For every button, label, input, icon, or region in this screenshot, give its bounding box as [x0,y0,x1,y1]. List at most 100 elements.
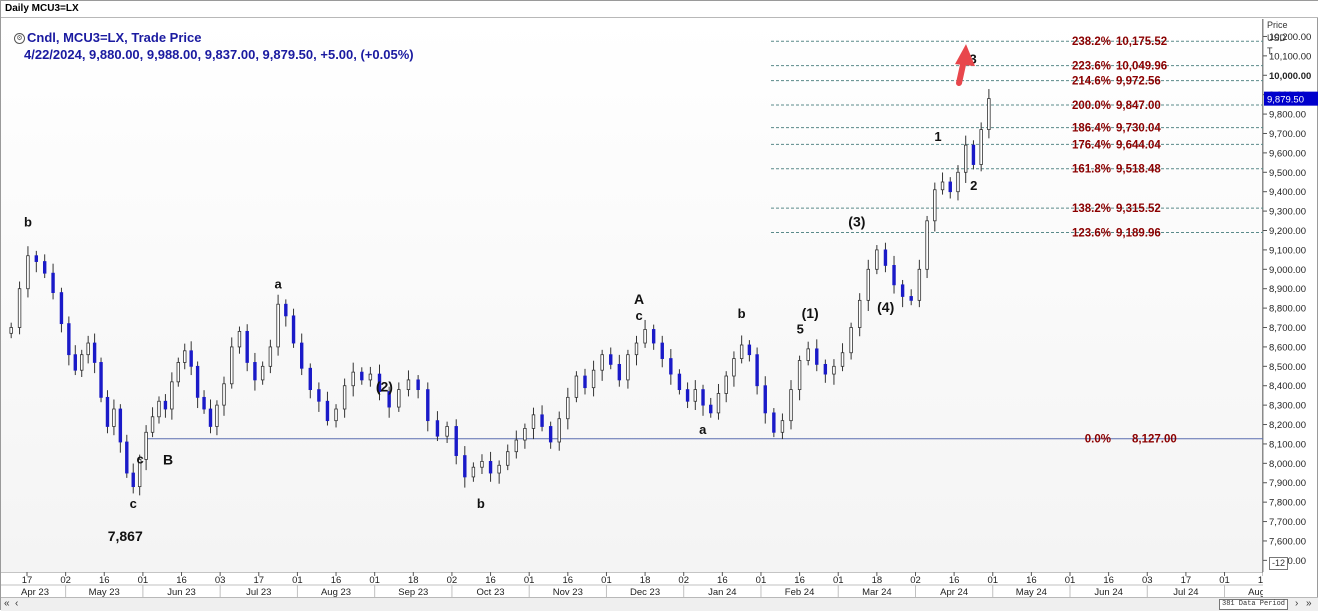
candle-body [964,144,968,173]
x-month-label: Nov 23 [553,587,583,597]
legend-series: Cndl, MCU3=LX, Trade Price [27,30,202,45]
settings-icon[interactable]: ⚙ [14,33,25,44]
x-day-label: 16 [176,575,187,586]
x-day-label: 01 [369,575,380,586]
x-day-label: 18 [408,575,419,586]
wave-label: a [699,422,707,437]
candle-body [634,342,639,356]
candle-body [857,299,862,328]
fib-level-pct: 186.4% [1072,123,1111,135]
zoom-indicator[interactable]: -12 [1269,557,1289,570]
candle-body [416,379,420,391]
candle-body [651,329,656,344]
scroll-back-icon[interactable]: ‹ [15,598,19,609]
x-day-label: 17 [253,575,264,586]
candle-body [591,369,596,389]
fib-level-value: 8,127.00 [1132,434,1177,446]
candle-body [866,268,870,301]
candle-body [118,408,123,443]
legend-ohlc: 4/22/2024, 9,880.00, 9,988.00, 9,837.00,… [24,47,414,62]
x-day-label: 01 [1065,575,1076,586]
x-month-label: Aug 24 [1248,587,1263,597]
candle-body [105,396,110,427]
scroll-last-icon[interactable]: » [1306,598,1312,609]
candle-body [600,354,604,371]
x-month-label: Oct 23 [477,587,505,597]
x-day-label: 01 [138,575,149,586]
candle-body [956,171,960,193]
x-day-label: 01 [833,575,844,586]
candle-body [463,455,467,478]
candle-body [377,373,382,392]
candle-body [772,412,776,433]
y-axis-currency: USD [1267,33,1287,43]
candle-body [170,381,174,410]
scroll-first-icon[interactable]: « [4,598,10,609]
x-month-label: Jun 23 [167,587,196,597]
fib-level-value: 9,847.00 [1116,100,1161,112]
x-month-label: Mar 24 [862,587,892,597]
y-tick-label: 9,800.00 [1269,110,1306,121]
scroll-forward-icon[interactable]: › [1295,598,1299,609]
plot-area[interactable]: 238.2% 10,175.52 223.6% 10,049.96 214.6% 9,97… [1,19,1263,572]
fib-level-pct: 200.0% [1072,100,1111,112]
x-axis[interactable]: 17 02 16 01 16 03 17 01 16 01 18 02 16 01 16 01 18 02 16 01… [1,572,1263,597]
y-tick-label: 8,600.00 [1269,342,1306,353]
wave-label: b [24,215,32,230]
data-period-label: 381 Data Period [1219,599,1289,610]
x-day-label: 16 [1258,575,1263,586]
y-tick-label: 9,200.00 [1269,226,1306,237]
candle-body [557,418,561,443]
candle-body [426,389,430,422]
wave-label: b [738,306,746,321]
x-day-label: 01 [524,575,535,586]
candle-body [202,396,206,410]
candle-body [368,373,373,381]
candle-body [34,255,39,262]
candle-body [716,393,721,414]
y-tick-label: 10,100.00 [1269,51,1311,62]
candle-body [617,363,622,381]
y-tick-label: 8,500.00 [1269,362,1306,373]
candle-body [540,414,544,427]
candle-body [471,466,476,478]
x-month-label: Apr 23 [21,587,49,597]
y-tick-label: 8,700.00 [1269,323,1306,334]
candle-body [780,420,785,433]
x-day-label: 01 [756,575,767,586]
x-day-label: 16 [99,575,110,586]
candle-body [574,375,579,398]
candle-body [548,426,553,443]
candle-body [739,344,744,359]
candle-body [987,98,991,130]
last-price-label: 9,879.50 [1267,95,1304,106]
candle-body [9,327,13,334]
candle-body [815,348,819,365]
x-day-label: 02 [60,575,71,586]
candle-body [506,451,510,466]
candle-body [308,367,312,391]
candle-body [609,354,613,365]
last-price-tag [1264,91,1318,106]
x-day-label: 16 [1103,575,1114,586]
candle-body [276,303,280,348]
candlestick-chart[interactable]: 238.2% 10,175.52 223.6% 10,049.96 214.6% 9,97… [1,19,1263,572]
candle-body [979,129,983,165]
wave-label: c [136,451,143,466]
fib-level-value: 9,972.56 [1116,76,1161,88]
candle-body [73,354,77,371]
candle-body [693,389,697,402]
y-tick-label: 8,900.00 [1269,284,1306,295]
candle-body [677,373,682,391]
candle-body [80,354,84,371]
wave-label: 5 [797,321,804,336]
y-axis[interactable]: 7,500.007,600.007,700.007,800.007,900.00… [1263,19,1318,572]
candle-body [797,360,802,391]
x-day-label: 17 [1181,575,1192,586]
candle-body [230,346,234,385]
candle-body [701,389,705,406]
candle-body [763,385,767,414]
candle-body [300,342,304,369]
candle-body [875,249,879,270]
candle-body [17,288,22,328]
